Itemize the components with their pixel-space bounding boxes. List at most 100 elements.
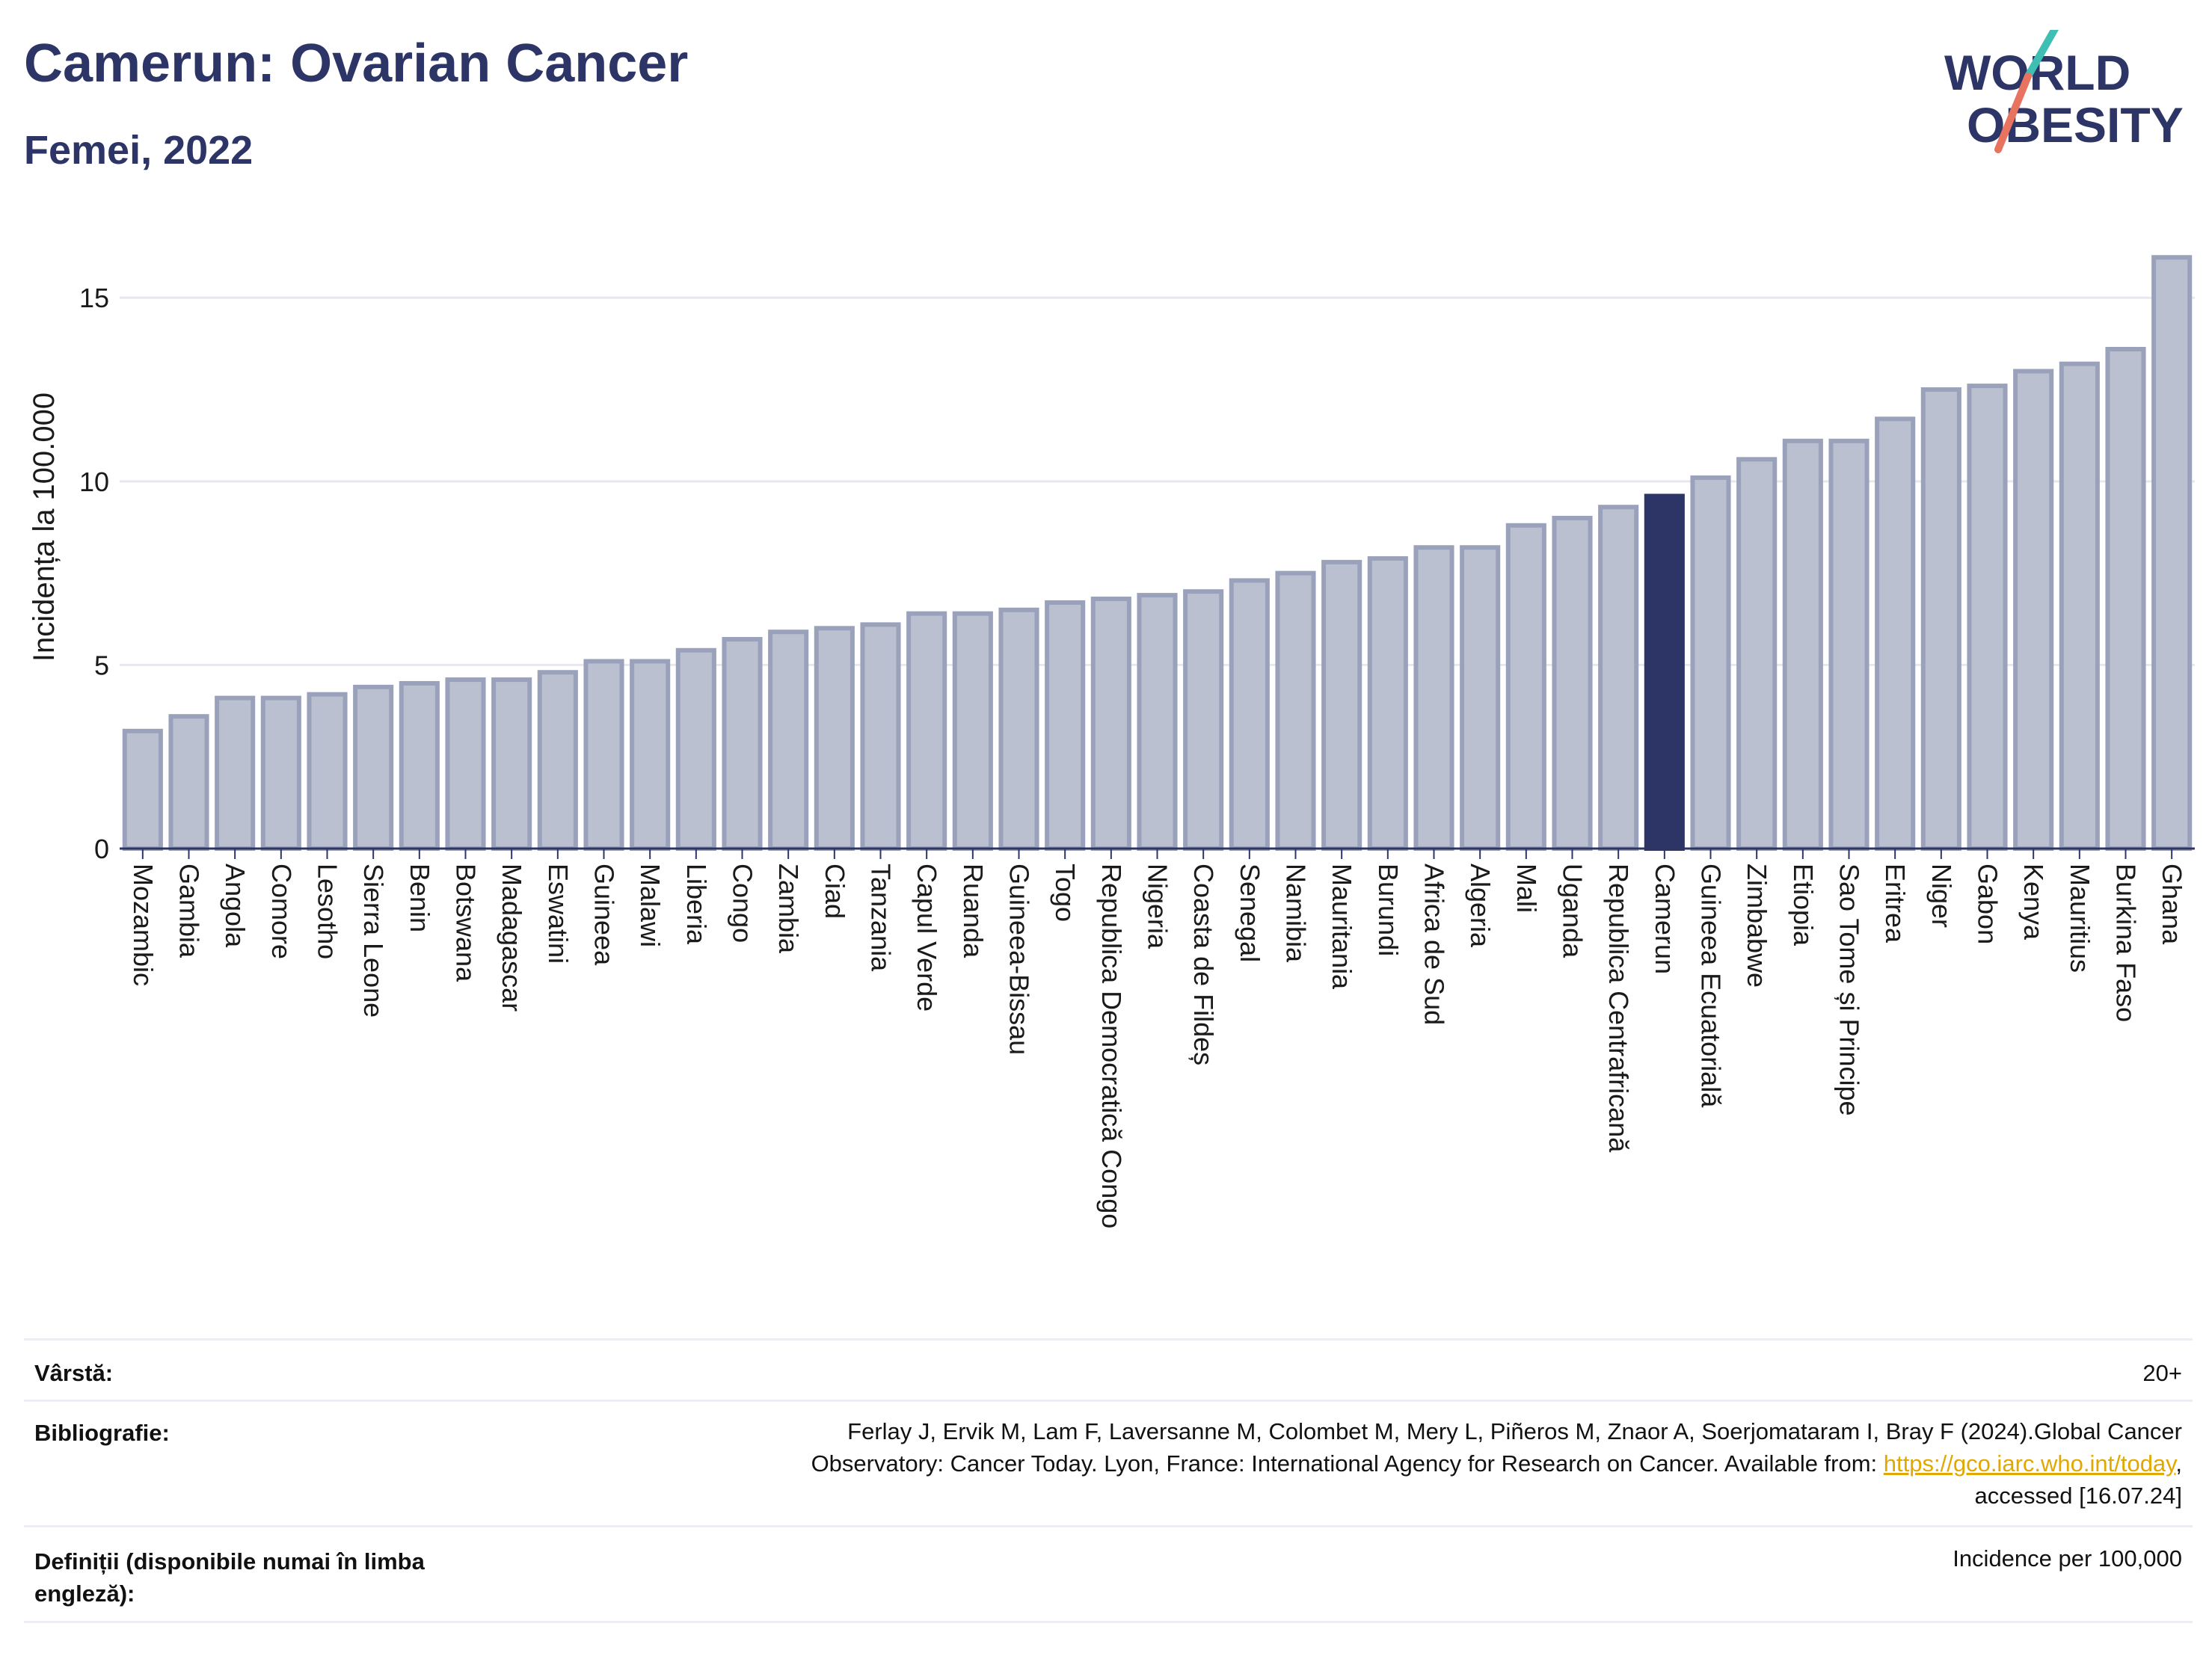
category-labels: Mozambic Gambia Angola Comore Lesotho Sierra …: [128, 864, 2187, 1228]
bar-ghana[interactable]: [2151, 255, 2193, 851]
bar-ciad[interactable]: [814, 626, 855, 851]
bibliography-line-3: accessed [16.07.24]: [1974, 1483, 2182, 1509]
x-tick-label: Liberia: [681, 864, 712, 945]
bibliography-line-1: Ferlay J, Ervik M, Lam F, Laversanne M, …: [847, 1418, 2182, 1444]
bar-tanzania[interactable]: [860, 622, 901, 851]
bar-camerun[interactable]: [1644, 493, 1685, 851]
bar-botswana[interactable]: [445, 677, 486, 852]
bibliography-label: Bibliografie:: [34, 1420, 170, 1446]
bar-madagascar[interactable]: [491, 677, 532, 852]
bibliography-link[interactable]: https://gco.iarc.who.int/today: [1883, 1450, 2176, 1477]
info-row-definitions: Definiții (disponibile numai în limba en…: [24, 1525, 2193, 1623]
x-tick-label: Namibia: [1281, 864, 1312, 963]
logo-slash-teal: [2024, 30, 2059, 80]
bar-gabon[interactable]: [1967, 384, 2008, 851]
x-tick-label: Republica Democratică Congo: [1096, 864, 1127, 1228]
bar-benin[interactable]: [399, 680, 440, 851]
x-tick-label: Ghana: [2157, 864, 2187, 945]
x-tick-label: Burundi: [1373, 864, 1404, 956]
bar-senegal[interactable]: [1229, 578, 1270, 851]
bibliography-line-2: Observatory: Cancer Today. Lyon, France:…: [811, 1450, 2182, 1477]
bar-coasta-de-filde-[interactable]: [1183, 589, 1224, 851]
world-obesity-logo: WORLD OBESITY: [1944, 30, 2184, 153]
bar-sao-tome-i-principe[interactable]: [1828, 438, 1870, 851]
x-tick-label: Zambia: [773, 864, 804, 954]
x-tick-label: Zimbabwe: [1742, 864, 1772, 988]
bar-zimbabwe[interactable]: [1736, 457, 1778, 851]
bar-namibia[interactable]: [1275, 570, 1316, 852]
y-axis-label: Incidența la 100.000: [28, 393, 61, 662]
bar-mauritius[interactable]: [2059, 361, 2100, 852]
x-tick-label: Botswana: [451, 864, 482, 982]
bar-chart: 0 5 10 15 Mozambic Gambia Angola Comore Lesotho…: [28, 255, 2195, 1228]
bar-ruanda[interactable]: [952, 611, 993, 851]
x-tick-label: Angola: [220, 864, 251, 948]
x-tick-label: Ciad: [820, 864, 850, 919]
x-tick-label: Kenya: [2018, 864, 2049, 941]
x-tick-label: Republica Centrafricană: [1603, 864, 1634, 1153]
x-tick-label: Mali: [1511, 864, 1542, 913]
bar-republica-democratic-congo[interactable]: [1090, 597, 1131, 851]
age-label: Vârstă:: [34, 1360, 114, 1386]
x-tick-label: Lesotho: [313, 864, 343, 959]
x-tick-label: Camerun: [1650, 864, 1680, 974]
y-tick-label: 0: [94, 834, 109, 864]
bar-malawi[interactable]: [630, 659, 671, 851]
logo-slash-coral: [1994, 73, 2032, 153]
y-tick-label: 10: [79, 467, 109, 497]
x-tick-label: Africa de Sud: [1419, 864, 1450, 1025]
x-tick-label: Gambia: [174, 864, 205, 958]
bar-guineea-bissau[interactable]: [998, 607, 1039, 851]
bar-liberia[interactable]: [675, 647, 716, 851]
bar-burundi[interactable]: [1367, 555, 1408, 851]
bar-kenya[interactable]: [2013, 369, 2054, 851]
bar-gambia[interactable]: [168, 714, 209, 851]
y-tick-label: 5: [94, 650, 109, 680]
x-tick-label: Ruanda: [958, 864, 989, 958]
x-tick-label: Eswatini: [543, 864, 574, 964]
x-tick-label: Eritrea: [1880, 864, 1911, 944]
definitions-label: Definiții (disponibile numai în limba en…: [34, 1548, 425, 1607]
bar-nigeria[interactable]: [1137, 593, 1178, 852]
bar-sierra-leone[interactable]: [353, 684, 394, 851]
info-row-age: Vârstă: 20+: [24, 1338, 2193, 1402]
bar-africa-de-sud[interactable]: [1413, 545, 1454, 851]
bar-uganda[interactable]: [1552, 515, 1593, 851]
x-tick-label: Tanzania: [866, 864, 897, 972]
bar-congo[interactable]: [722, 637, 763, 851]
x-tick-label: Capul Verde: [912, 864, 942, 1012]
bar-capul-verde[interactable]: [906, 611, 947, 851]
bar-mauritania[interactable]: [1321, 559, 1362, 851]
x-tick-label: Benin: [405, 864, 435, 932]
x-tick-label: Mauritius: [2065, 864, 2095, 973]
x-tick-label: Algeria: [1465, 864, 1496, 948]
bar-mozambic[interactable]: [122, 728, 163, 852]
x-tick-label: Togo: [1050, 864, 1081, 922]
bar-algeria[interactable]: [1460, 545, 1501, 851]
bars: [122, 255, 2193, 852]
bar-togo[interactable]: [1045, 600, 1086, 851]
bar-comore[interactable]: [260, 695, 301, 852]
bar-zambia[interactable]: [768, 630, 809, 851]
x-tick-label: Comore: [266, 864, 297, 959]
bar-eswatini[interactable]: [537, 670, 578, 851]
bar-guineea-ecuatorial-[interactable]: [1690, 475, 1731, 851]
x-tick-label: Malawi: [635, 864, 666, 947]
bar-etiopia[interactable]: [1782, 438, 1823, 851]
bar-guineea[interactable]: [583, 659, 624, 851]
bar-eritrea[interactable]: [1875, 416, 1916, 851]
x-tick-label: Madagascar: [497, 864, 527, 1012]
x-tick-label: Gabon: [1973, 864, 2003, 944]
x-tick-label: Sao Tome și Principe: [1834, 864, 1865, 1116]
bar-mali[interactable]: [1505, 523, 1546, 851]
bar-burkina-faso[interactable]: [2105, 347, 2146, 851]
x-tick-label: Mauritania: [1327, 864, 1357, 990]
x-tick-label: Congo: [728, 864, 758, 943]
bar-niger[interactable]: [1920, 387, 1961, 851]
bar-angola[interactable]: [215, 695, 256, 852]
bar-lesotho[interactable]: [307, 692, 348, 851]
x-tick-label: Nigeria: [1143, 864, 1173, 949]
x-tick-label: Mozambic: [128, 864, 159, 986]
bar-republica-centrafrican-[interactable]: [1598, 505, 1639, 851]
bibliography-value: Ferlay J, Ervik M, Lam F, Laversanne M, …: [811, 1415, 2182, 1512]
